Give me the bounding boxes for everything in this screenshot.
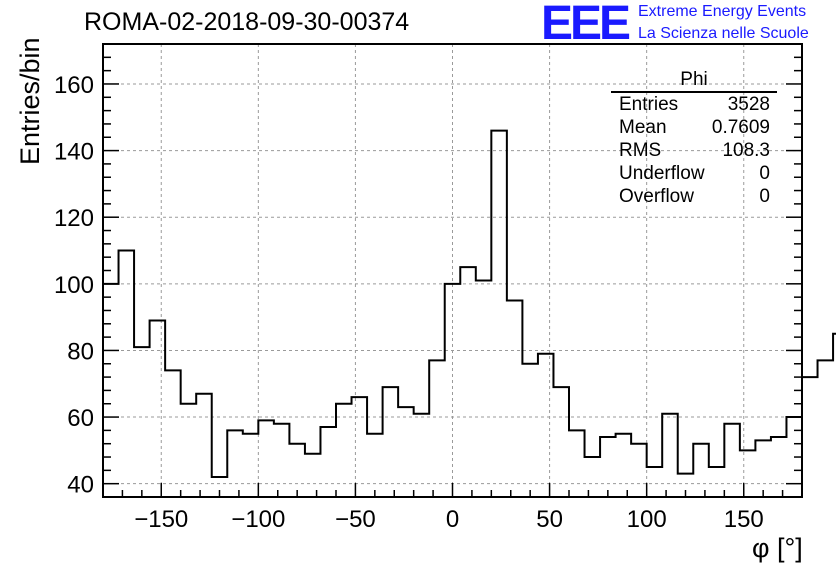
x-tick-label: 0 [446, 506, 459, 533]
stat-label: Underflow [619, 163, 705, 184]
stat-row: RMS 108.3 [611, 139, 777, 162]
y-tick-label: 140 [54, 139, 94, 166]
stat-value: 108.3 [722, 140, 770, 161]
stat-label: Entries [619, 94, 679, 115]
x-tick-label: −100 [231, 506, 285, 533]
chart-title: ROMA-02-2018-09-30-00374 [84, 8, 410, 36]
stats-title: Phi [611, 70, 777, 93]
stat-row: Mean 0.7609 [611, 116, 777, 139]
y-tick-label: 100 [54, 272, 94, 299]
stat-label: Mean [619, 117, 667, 138]
y-tick-label: 120 [54, 205, 94, 232]
x-tick-label: −150 [134, 506, 188, 533]
stat-row: Overflow 0 [611, 185, 777, 208]
x-tick-label: 100 [627, 506, 667, 533]
logo-line-2: La Scienza nelle Scuole [638, 25, 809, 42]
logo-line-1: Extreme Energy Events [638, 3, 807, 20]
stats-rows: Entries 3528 Mean 0.7609 RMS 108.3 Underflow 0 O… [611, 93, 777, 208]
stat-value: 3528 [727, 94, 770, 115]
stat-row: Entries 3528 [611, 93, 777, 116]
stats-box: Phi Entries 3528 Mean 0.7609 RMS 108.3 Underfl… [611, 70, 777, 208]
x-axis-label: φ [°] [752, 533, 803, 563]
stat-label: Overflow [619, 186, 694, 207]
stat-value: 0 [759, 186, 770, 207]
x-tick-label: 50 [536, 506, 563, 533]
stat-value: 0.7609 [711, 117, 770, 138]
stat-value: 0 [759, 163, 770, 184]
y-tick-label: 40 [67, 472, 94, 499]
axis-ticks: −150 −100 −50 0 50 100 150 40 60 80 100 120 140 160 [54, 43, 803, 533]
y-axis-label: Entries/bin [15, 37, 45, 165]
stat-label: RMS [619, 140, 662, 161]
eee-logo: EEE [541, 0, 631, 50]
y-tick-label: 60 [67, 405, 94, 432]
stat-row: Underflow 0 [611, 162, 777, 185]
y-tick-label: 160 [54, 72, 94, 99]
x-tick-label: 150 [724, 506, 764, 533]
x-tick-label: −50 [335, 506, 376, 533]
y-tick-label: 80 [67, 338, 94, 365]
histogram-series [103, 129, 836, 479]
